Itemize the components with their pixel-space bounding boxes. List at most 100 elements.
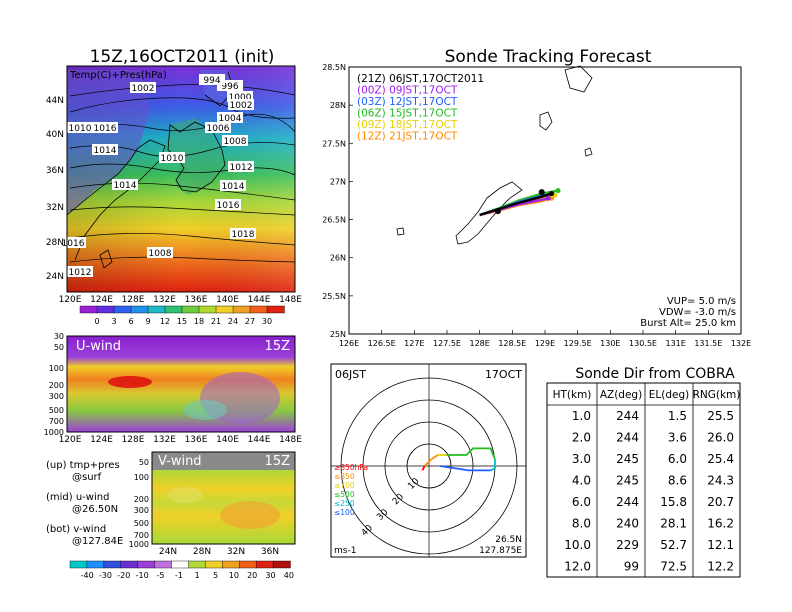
map-lon-label: 140E bbox=[216, 295, 239, 305]
tracking-lat-label: 27.5N bbox=[322, 139, 346, 148]
tracking-param: Burst Alt= 25.0 km bbox=[640, 318, 736, 329]
contour-label: 1004 bbox=[219, 114, 242, 124]
colorbar-label: 27 bbox=[245, 317, 255, 326]
tracking-lat-label: 26N bbox=[330, 254, 346, 263]
table-cell: 99 bbox=[624, 560, 639, 574]
map-variable-label: Temp(C)+Pres(hPa) bbox=[69, 70, 167, 81]
continent-asia bbox=[67, 70, 150, 215]
contour-label: 1014 bbox=[94, 146, 117, 156]
vwind-pressure-label: 100 bbox=[134, 473, 149, 482]
wind-colorbar-label: -30 bbox=[99, 571, 112, 580]
note-up: (up) tmp+pres bbox=[46, 460, 120, 471]
colorbar-swatch bbox=[130, 305, 149, 314]
map-lon-label: 136E bbox=[185, 295, 208, 305]
map-lon-labels: 120E 124E 128E 132E 136E 140E 144E 148E bbox=[59, 295, 303, 305]
contour-label: 1000 bbox=[229, 93, 252, 103]
map-lat-label: 44N bbox=[46, 96, 64, 106]
hodograph-lat: 26.5N bbox=[495, 535, 522, 545]
colorbar-swatch bbox=[249, 305, 268, 314]
wind-colorbar-swatch bbox=[69, 560, 88, 569]
uwind-lon-label: 148E bbox=[279, 435, 302, 445]
table-cell: 10.0 bbox=[564, 538, 591, 552]
contour-label-box bbox=[60, 237, 86, 248]
map-lat-label: 40N bbox=[46, 130, 64, 140]
hodograph-level-label: ≤100 bbox=[334, 508, 355, 517]
hodograph-time: 06JST bbox=[335, 368, 366, 381]
note-mid: (mid) u-wind bbox=[46, 492, 109, 503]
contour-label-box bbox=[67, 266, 93, 277]
contour-label: 1016 bbox=[94, 124, 117, 134]
wind-colorbar-label: 30 bbox=[265, 571, 275, 580]
tracking-lon-label: 129E bbox=[535, 339, 555, 348]
map-lon-label: 148E bbox=[279, 295, 302, 305]
wind-colorbar-swatch bbox=[222, 560, 240, 569]
contour-label: 1010 bbox=[69, 124, 92, 134]
wind-colorbar-swatch bbox=[239, 560, 257, 569]
table-cell: 24.3 bbox=[707, 474, 734, 488]
contour-label: 1014 bbox=[114, 181, 137, 191]
tracking-lon-label: 127.5E bbox=[433, 339, 461, 348]
table-cell: 1.0 bbox=[572, 409, 591, 423]
hodograph-segment bbox=[423, 454, 439, 467]
vwind-pressure-label: 200 bbox=[134, 495, 149, 504]
contour-label-box bbox=[199, 74, 225, 85]
table-cell: 6.0 bbox=[668, 452, 687, 466]
table-frame bbox=[546, 382, 741, 578]
track-end-point bbox=[545, 195, 551, 201]
table-cell: 3.0 bbox=[572, 452, 591, 466]
hodograph-segment bbox=[421, 465, 426, 471]
note-mid-level: @26.50N bbox=[72, 504, 118, 515]
wind-colorbar-label: 5 bbox=[213, 571, 218, 580]
tracking-legend-entry: (00Z) 09JST,17OCT bbox=[357, 85, 458, 97]
uwind-lon-label: 136E bbox=[185, 435, 208, 445]
sonde-direction-table: HT(km) AZ(deg) EL(deg) RNG(km) 1.0 244 1.5 25.5… bbox=[546, 382, 741, 578]
contour-label: 996 bbox=[221, 82, 238, 92]
contour-label-box bbox=[215, 199, 241, 210]
table-header-cell: RNG(km) bbox=[693, 389, 741, 401]
hodograph-level-label: ≥850hPa bbox=[334, 463, 368, 472]
tracking-lon-label: 126E bbox=[339, 339, 359, 348]
contour-label: 1018 bbox=[232, 230, 255, 240]
colorbar-label: 9 bbox=[145, 317, 150, 326]
uwind-pressure-label: 700 bbox=[49, 417, 64, 426]
hodograph-trace bbox=[421, 447, 496, 472]
tracking-lon-label: 131E bbox=[666, 339, 686, 348]
colorbar-swatch bbox=[79, 305, 98, 314]
wind-colorbar-label: -10 bbox=[136, 571, 149, 580]
track-end-point bbox=[549, 191, 555, 197]
contour-labels: 1002 996100010021004100610081010101210141… bbox=[60, 74, 256, 278]
table-cell: 12.2 bbox=[707, 560, 734, 574]
temperature-colorbar: 0 3 6 9 12 15 18 21 24 27 30 bbox=[79, 305, 285, 326]
colorbar-swatch bbox=[198, 305, 217, 314]
tracking-lon-label: 132E bbox=[731, 339, 751, 348]
map-title: 15Z,16OCT2011 (init) bbox=[90, 47, 275, 67]
tracking-lon-label: 126.5E bbox=[368, 339, 396, 348]
wind-colorbar-label: -20 bbox=[117, 571, 130, 580]
wind-colorbar-swatch bbox=[103, 560, 122, 569]
colorbar-label: 3 bbox=[111, 317, 116, 326]
colorbar-swatch bbox=[266, 305, 285, 314]
tracking-param: VDW= -3.0 m/s bbox=[659, 307, 736, 318]
contour-label: 1002 bbox=[132, 84, 155, 94]
island-okinawa bbox=[455, 181, 523, 245]
table-cell: 244 bbox=[616, 409, 639, 423]
contour-label: 1012 bbox=[69, 268, 92, 278]
vwind-lat-labels: 24N 28N 32N 36N bbox=[159, 547, 279, 557]
map-lon-label: 124E bbox=[90, 295, 113, 305]
table-cell: 6.0 bbox=[572, 495, 591, 509]
uwind-pressure-label: 30 bbox=[54, 332, 64, 341]
vwind-label: V-wind bbox=[158, 454, 202, 469]
map-lon-label: 144E bbox=[248, 295, 271, 305]
contour-label-box bbox=[67, 122, 93, 133]
tracking-lat-label: 28.5N bbox=[322, 63, 346, 72]
panel-notes: (up) tmp+pres @surf (mid) u-wind @26.50N… bbox=[46, 460, 123, 547]
vwind-pressure-label: 500 bbox=[134, 519, 149, 528]
island-amami bbox=[564, 65, 593, 93]
colorbar-label: 18 bbox=[194, 317, 204, 326]
table-cell: 16.2 bbox=[707, 517, 734, 531]
uwind-label: U-wind bbox=[76, 339, 121, 354]
note-up-level: @surf bbox=[72, 472, 102, 483]
table-title: Sonde Dir from COBRA bbox=[575, 366, 735, 382]
contour-label: 1012 bbox=[230, 163, 253, 173]
